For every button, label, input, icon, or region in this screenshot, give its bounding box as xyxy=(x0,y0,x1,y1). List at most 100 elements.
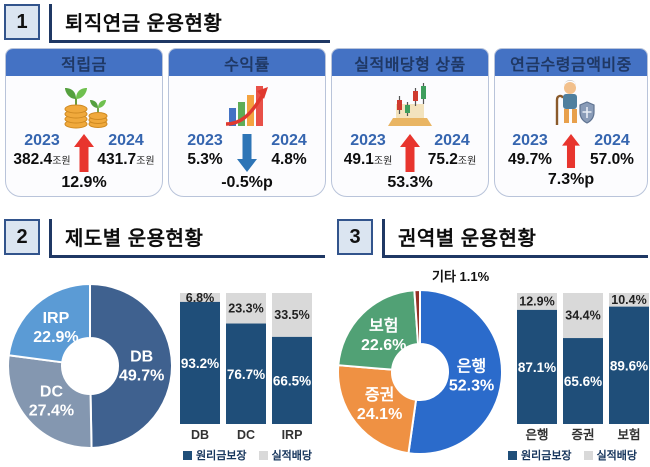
svg-text:보험: 보험 xyxy=(369,316,398,335)
svg-text:22.6%: 22.6% xyxy=(361,337,406,354)
svg-text:은행: 은행 xyxy=(457,358,486,376)
section1-title-block: 퇴직연금 운용현황 xyxy=(49,4,330,43)
card-performance-products: 실적배당형 상품 2023 49.1조원 xyxy=(331,48,489,197)
up-arrow-icon xyxy=(398,132,422,172)
year-label: 2023 xyxy=(187,132,223,149)
unit: 조원 xyxy=(52,156,71,167)
card-annuity-ratio-title: 연금수령금액비중 xyxy=(495,49,647,76)
unit: 조원 xyxy=(136,156,155,167)
candlestick-chart-icon xyxy=(332,76,488,132)
svg-text:65.6%: 65.6% xyxy=(564,374,602,389)
section1-title: 퇴직연금 운용현황 xyxy=(65,13,223,35)
card-performance-right: 2024 75.2조원 xyxy=(422,132,482,172)
value: 49.7% xyxy=(508,151,552,168)
year-label: 2024 xyxy=(434,132,470,149)
card-reserve-title: 적립금 xyxy=(6,49,162,76)
card-return-left: 2023 5.3% xyxy=(175,132,235,172)
section2-number-box: 2 xyxy=(4,219,40,255)
year-label: 2024 xyxy=(108,132,144,149)
section1-number-box: 1 xyxy=(4,4,40,40)
value: 75.2 xyxy=(427,151,458,168)
card-annuity-right: 2024 57.0% xyxy=(583,132,641,169)
delta-label: -0.5%p xyxy=(221,174,273,191)
svg-text:DB: DB xyxy=(191,428,209,442)
coin-sprout-icon xyxy=(6,76,162,132)
svg-text:52.3%: 52.3% xyxy=(449,378,494,395)
delta-label: 12.9% xyxy=(61,174,107,191)
senior-shield-icon xyxy=(495,76,647,132)
year-label: 2023 xyxy=(24,132,60,149)
legend-label: 원리금보장 xyxy=(195,450,247,462)
card-return-rate-title: 수익률 xyxy=(169,49,325,76)
svg-text:24.1%: 24.1% xyxy=(357,406,402,423)
legend-label: 원리금보장 xyxy=(520,450,572,462)
section1-header: 1 퇴직연금 운용현황 xyxy=(4,4,330,43)
svg-text:IRP: IRP xyxy=(43,310,70,327)
year-label: 2023 xyxy=(512,132,548,149)
section2-title-block: 제도별 운용현황 xyxy=(49,219,325,258)
year-label: 2023 xyxy=(350,132,386,149)
card-reserve-left: 2023 382.4조원 xyxy=(12,132,72,172)
card-return-right: 2024 4.8% xyxy=(259,132,319,172)
section3-header: 3 권역별 운용현황 xyxy=(337,219,648,258)
unit: 조원 xyxy=(457,156,477,167)
card-reserve: 적립금 2023 382.4 xyxy=(5,48,163,197)
svg-text:10.4%: 10.4% xyxy=(611,293,646,307)
value: 5.3% xyxy=(187,151,223,168)
svg-text:기타 1.1%: 기타 1.1% xyxy=(432,269,490,284)
svg-text:12.9%: 12.9% xyxy=(519,294,554,308)
donut-chart-by-plan: DB 49.7% DC 27.4% IRP 22.9% xyxy=(7,283,173,449)
donut-chart-by-sector: 은행 52.3% 증권 24.1% 보험 22.6% 기타 1.1% xyxy=(337,269,503,455)
delta-label: 7.3%p xyxy=(547,171,595,188)
card-performance-products-title: 실적배당형 상품 xyxy=(332,49,488,76)
legend-label: 실적배당 xyxy=(271,450,313,462)
value: 49.1 xyxy=(343,151,374,168)
svg-text:66.5%: 66.5% xyxy=(273,373,311,388)
section3-title-block: 권역별 운용현황 xyxy=(382,219,648,258)
svg-text:6.8%: 6.8% xyxy=(186,291,215,305)
legend-label: 실적배당 xyxy=(596,450,638,462)
card-annuity-data: 2023 49.7% 2024 57.0% xyxy=(495,132,647,169)
legend-item: 원리금보장 xyxy=(182,447,247,463)
value: 4.8% xyxy=(271,151,307,168)
svg-text:49.7%: 49.7% xyxy=(119,368,164,385)
svg-text:33.5%: 33.5% xyxy=(274,308,309,322)
year-label: 2024 xyxy=(271,132,307,149)
value: 57.0% xyxy=(590,151,634,168)
svg-text:23.3%: 23.3% xyxy=(228,301,263,315)
svg-text:22.9%: 22.9% xyxy=(33,329,78,346)
legend-item: 실적배당 xyxy=(583,447,638,463)
legend-item: 원리금보장 xyxy=(507,447,572,463)
svg-text:IRP: IRP xyxy=(282,428,303,442)
down-arrow-icon xyxy=(235,132,259,172)
svg-text:89.6%: 89.6% xyxy=(610,358,648,373)
card-reserve-right: 2024 431.7조원 xyxy=(96,132,156,172)
stacked-bar-by-sector: 12.9% 87.1% 은행 34.4% 65.6% 증권 10.4% 89.6% 보험 xyxy=(517,293,649,442)
up-arrow-icon xyxy=(72,132,96,172)
svg-text:27.4%: 27.4% xyxy=(29,402,74,419)
svg-text:76.7%: 76.7% xyxy=(227,367,265,382)
svg-text:DC: DC xyxy=(237,428,255,442)
legend-item: 실적배당 xyxy=(258,447,313,463)
card-reserve-data: 2023 382.4조원 2024 431.7조원 xyxy=(6,132,162,172)
svg-text:DB: DB xyxy=(130,349,153,366)
card-return-rate-data: 2023 5.3% 2024 4.8% xyxy=(169,132,325,172)
stacked-bar-by-plan: 6.8% 93.2% DB 23.3% 76.7% DC 33.5% 66.5% IRP xyxy=(180,291,312,442)
section3-number-box: 3 xyxy=(337,219,373,255)
legend-swatch xyxy=(258,450,268,460)
legend-swatch xyxy=(182,450,192,460)
svg-text:증권: 증권 xyxy=(571,428,594,442)
legend-by-sector: 원리금보장 실적배당 xyxy=(495,447,650,463)
svg-text:93.2%: 93.2% xyxy=(181,356,219,371)
unit: 조원 xyxy=(373,156,393,167)
value: 382.4 xyxy=(13,151,53,168)
card-annuity-ratio: 연금수령금액비중 2023 49.7% xyxy=(494,48,648,197)
legend-swatch xyxy=(583,450,593,460)
card-return-rate: 수익률 2023 5.3% 2024 4.8% - xyxy=(168,48,326,197)
growth-chart-icon xyxy=(169,76,325,132)
svg-text:보험: 보험 xyxy=(617,427,640,442)
svg-text:증권: 증권 xyxy=(365,385,394,404)
card-annuity-left: 2023 49.7% xyxy=(501,132,559,169)
section2-title: 제도별 운용현황 xyxy=(65,228,204,250)
